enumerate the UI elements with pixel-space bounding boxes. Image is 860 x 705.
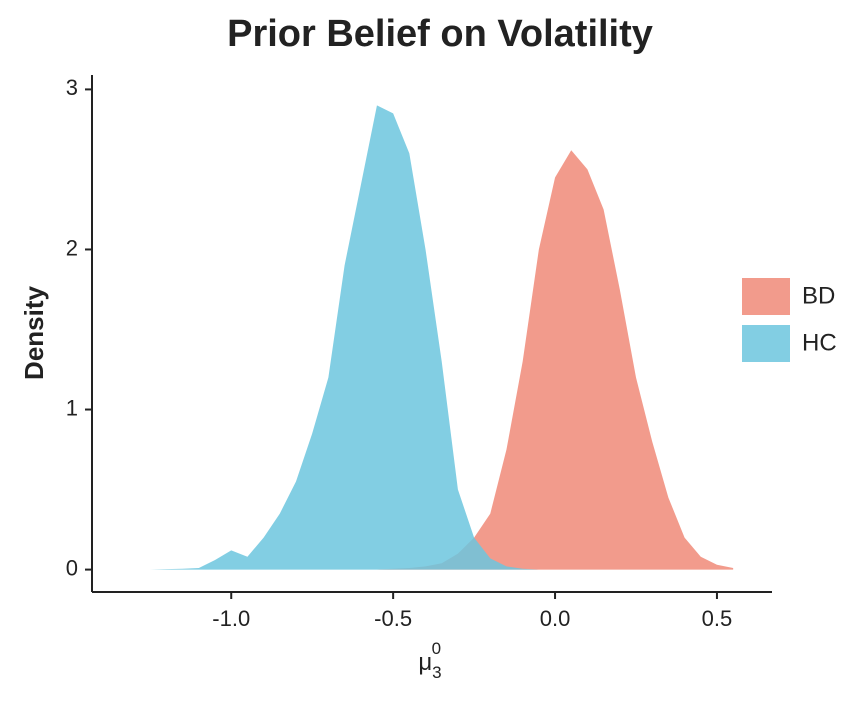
x-tick-label: 0.0 (540, 606, 571, 631)
x-label-base: μ (418, 649, 432, 676)
legend-key (742, 325, 790, 362)
x-tick-label: 0.5 (702, 606, 733, 631)
x-label-subscript: 3 (432, 663, 441, 682)
y-tick-label: 1 (66, 395, 78, 420)
y-tick-label: 3 (66, 75, 78, 100)
x-axis-label: μ3 0 (418, 639, 441, 682)
legend-key (742, 278, 790, 315)
y-tick-label: 0 (66, 555, 78, 580)
x-tick-label: -1.0 (212, 606, 250, 631)
y-axis-label: Density (19, 286, 49, 380)
x-label-superscript: 0 (432, 639, 441, 658)
legend-label: HC (802, 329, 837, 356)
density-area (134, 150, 734, 570)
legend-label: BD (802, 282, 835, 309)
density-area (134, 105, 734, 570)
x-tick-label: -0.5 (374, 606, 412, 631)
y-tick-label: 2 (66, 235, 78, 260)
chart-title: Prior Belief on Volatility (227, 13, 653, 55)
